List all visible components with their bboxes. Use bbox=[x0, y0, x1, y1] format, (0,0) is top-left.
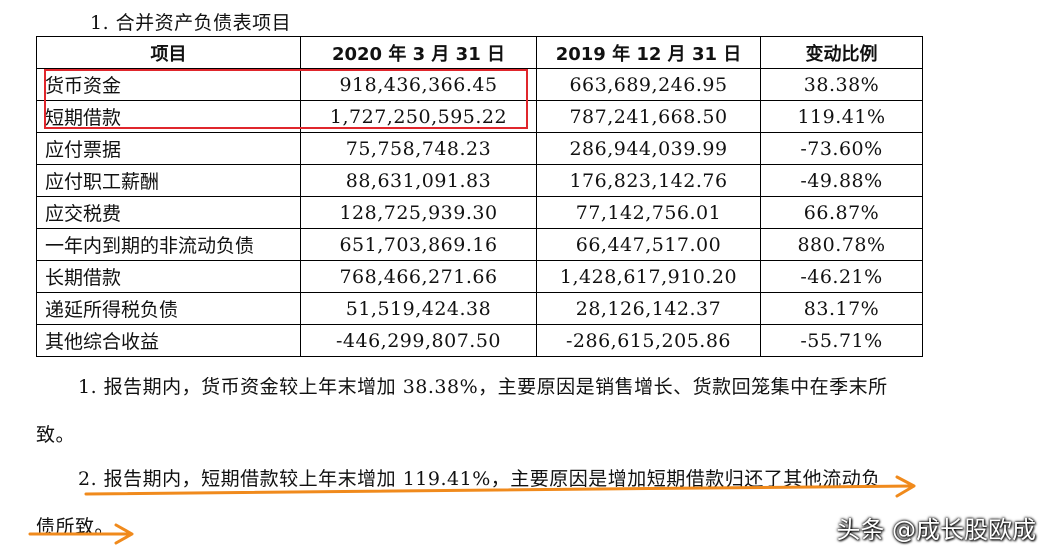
note-1-line-2: 致。 bbox=[36, 424, 76, 446]
row-item: 货币资金 bbox=[36, 68, 301, 101]
row-value-2020: 768,466,271.66 bbox=[300, 260, 537, 293]
note-2-line-1: 2. 报告期内，短期借款较上年末增加 119.41%，主要原因是增加短期借款归还… bbox=[78, 468, 881, 490]
table-row: 应交税费 128,725,939.30 77,142,756.01 66.87% bbox=[36, 196, 923, 229]
table-row: 货币资金 918,436,366.45 663,689,246.95 38.38… bbox=[36, 68, 923, 101]
balance-sheet-table: 项目 2020 年 3 月 31 日 2019 年 12 月 31 日 变动比例… bbox=[36, 36, 923, 357]
table-row: 长期借款 768,466,271.66 1,428,617,910.20 -46… bbox=[36, 260, 923, 293]
row-item: 应付票据 bbox=[36, 132, 301, 165]
header-2020: 2020 年 3 月 31 日 bbox=[300, 36, 537, 69]
header-item: 项目 bbox=[36, 36, 301, 69]
table-row: 应付职工薪酬 88,631,091.83 176,823,142.76 -49.… bbox=[36, 164, 923, 197]
table-row: 短期借款 1,727,250,595.22 787,241,668.50 119… bbox=[36, 100, 923, 133]
table-row: 递延所得税负债 51,519,424.38 28,126,142.37 83.1… bbox=[36, 292, 923, 325]
note-2-line-2: 债所致。 bbox=[36, 516, 115, 538]
note-1-line-1: 1. 报告期内，货币资金较上年末增加 38.38%，主要原因是销售增长、货款回笼… bbox=[78, 376, 888, 398]
row-value-2019: 663,689,246.95 bbox=[536, 68, 761, 101]
row-value-2019: 66,447,517.00 bbox=[536, 228, 761, 261]
table-row: 应付票据 75,758,748.23 286,944,039.99 -73.60… bbox=[36, 132, 923, 165]
row-value-2019: 787,241,668.50 bbox=[536, 100, 761, 133]
row-item: 递延所得税负债 bbox=[36, 292, 301, 325]
row-value-2019: 176,823,142.76 bbox=[536, 164, 761, 197]
table-header-row: 项目 2020 年 3 月 31 日 2019 年 12 月 31 日 变动比例 bbox=[36, 36, 923, 69]
row-item: 短期借款 bbox=[36, 100, 301, 133]
row-value-2020: -446,299,807.50 bbox=[300, 324, 537, 357]
row-value-2019: 286,944,039.99 bbox=[536, 132, 761, 165]
row-value-2020: 51,519,424.38 bbox=[300, 292, 537, 325]
row-value-2020: 651,703,869.16 bbox=[300, 228, 537, 261]
table-row: 一年内到期的非流动负债 651,703,869.16 66,447,517.00… bbox=[36, 228, 923, 261]
row-value-2020: 88,631,091.83 bbox=[300, 164, 537, 197]
row-value-2019: 77,142,756.01 bbox=[536, 196, 761, 229]
row-change: 38.38% bbox=[760, 68, 923, 101]
row-change: -49.88% bbox=[760, 164, 923, 197]
row-item: 应付职工薪酬 bbox=[36, 164, 301, 197]
watermark: 头条 @成长股欧成 bbox=[836, 516, 1036, 544]
row-change: -55.71% bbox=[760, 324, 923, 357]
row-item: 其他综合收益 bbox=[36, 324, 301, 357]
section-heading: 1. 合并资产负债表项目 bbox=[90, 12, 292, 34]
row-value-2019: 28,126,142.37 bbox=[536, 292, 761, 325]
row-item: 一年内到期的非流动负债 bbox=[36, 228, 301, 261]
header-change: 变动比例 bbox=[760, 36, 923, 69]
row-change: 880.78% bbox=[760, 228, 923, 261]
row-value-2020: 918,436,366.45 bbox=[300, 68, 537, 101]
table-row: 其他综合收益 -446,299,807.50 -286,615,205.86 -… bbox=[36, 324, 923, 357]
row-change: -73.60% bbox=[760, 132, 923, 165]
row-change: 83.17% bbox=[760, 292, 923, 325]
row-value-2020: 75,758,748.23 bbox=[300, 132, 537, 165]
row-item: 应交税费 bbox=[36, 196, 301, 229]
row-value-2019: 1,428,617,910.20 bbox=[536, 260, 761, 293]
row-change: -46.21% bbox=[760, 260, 923, 293]
row-value-2019: -286,615,205.86 bbox=[536, 324, 761, 357]
header-2019: 2019 年 12 月 31 日 bbox=[536, 36, 761, 69]
row-change: 119.41% bbox=[760, 100, 923, 133]
row-value-2020: 128,725,939.30 bbox=[300, 196, 537, 229]
row-value-2020: 1,727,250,595.22 bbox=[300, 100, 537, 133]
row-item: 长期借款 bbox=[36, 260, 301, 293]
row-change: 66.87% bbox=[760, 196, 923, 229]
